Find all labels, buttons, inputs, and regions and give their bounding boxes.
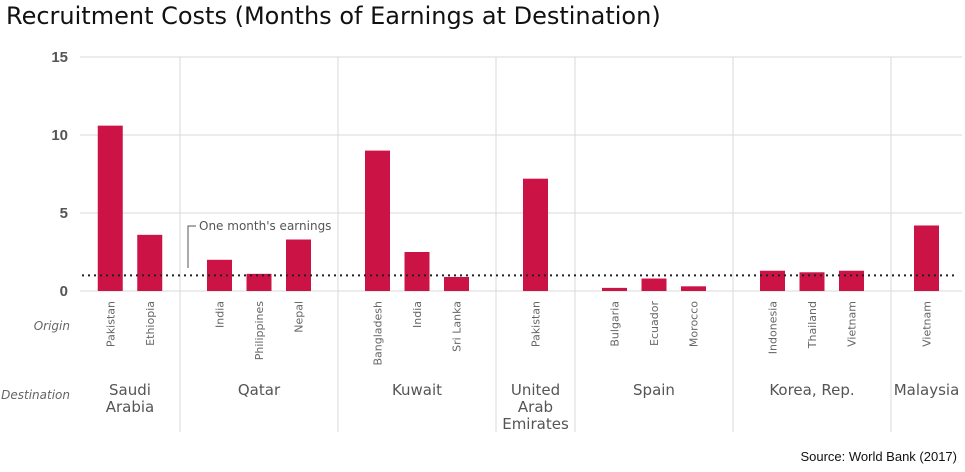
origin-label: India — [411, 301, 424, 328]
origin-label: Bangladesh — [372, 301, 385, 366]
destination-label: Arabia — [106, 398, 155, 416]
destination-label: Spain — [633, 381, 675, 399]
bar — [799, 272, 825, 291]
destination-label: Korea, Rep. — [769, 381, 854, 399]
y-tick-label: 15 — [51, 49, 68, 66]
bar — [365, 150, 390, 291]
bar — [641, 278, 667, 291]
bar — [97, 125, 123, 291]
destination-label: Kuwait — [392, 381, 442, 399]
destination-label: Saudi — [109, 381, 151, 399]
destination-label: Malaysia — [894, 381, 960, 399]
bar — [523, 178, 548, 291]
origin-label: Sri Lanka — [451, 301, 464, 352]
reference-callout — [187, 225, 196, 268]
chart-title: Recruitment Costs (Months of Earnings at… — [6, 2, 661, 30]
bar — [760, 270, 785, 291]
bar — [404, 252, 430, 291]
origin-label: Ecuador — [648, 301, 661, 346]
origin-label: India — [214, 301, 227, 328]
origin-label: Nepal — [293, 301, 306, 333]
bar — [681, 286, 706, 291]
origin-label: Vietnam — [846, 301, 859, 347]
origin-label: Ethiopia — [144, 301, 157, 346]
y-tick-label: 5 — [60, 205, 68, 222]
origin-label: Indonesia — [767, 301, 780, 354]
origin-label: Thailand — [806, 301, 819, 349]
origin-row-label: Origin — [34, 319, 70, 333]
origin-label: Pakistan — [530, 301, 543, 347]
source-note: Source: World Bank (2017) — [800, 449, 957, 464]
origin-label: Vietnam — [921, 301, 934, 347]
destination-label: Arab — [518, 398, 553, 416]
destination-row-label: Destination — [1, 388, 70, 402]
y-tick-label: 10 — [51, 127, 68, 144]
origin-label: Pakistan — [104, 301, 117, 347]
bar — [839, 270, 864, 291]
reference-line-label: One month's earnings — [199, 219, 331, 233]
origin-label: Morocco — [688, 301, 701, 347]
destination-label: United — [511, 381, 560, 399]
origin-label: Bulgaria — [609, 301, 622, 347]
bar — [914, 225, 939, 291]
origin-label: Philippines — [253, 301, 266, 361]
bar — [444, 276, 469, 291]
bar — [246, 273, 272, 291]
bar — [207, 259, 232, 291]
destination-label: Qatar — [238, 381, 281, 399]
bar — [602, 287, 627, 291]
y-tick-label: 0 — [60, 283, 68, 300]
bar — [286, 239, 311, 291]
destination-label: Emirates — [502, 415, 569, 433]
bar — [137, 234, 163, 291]
